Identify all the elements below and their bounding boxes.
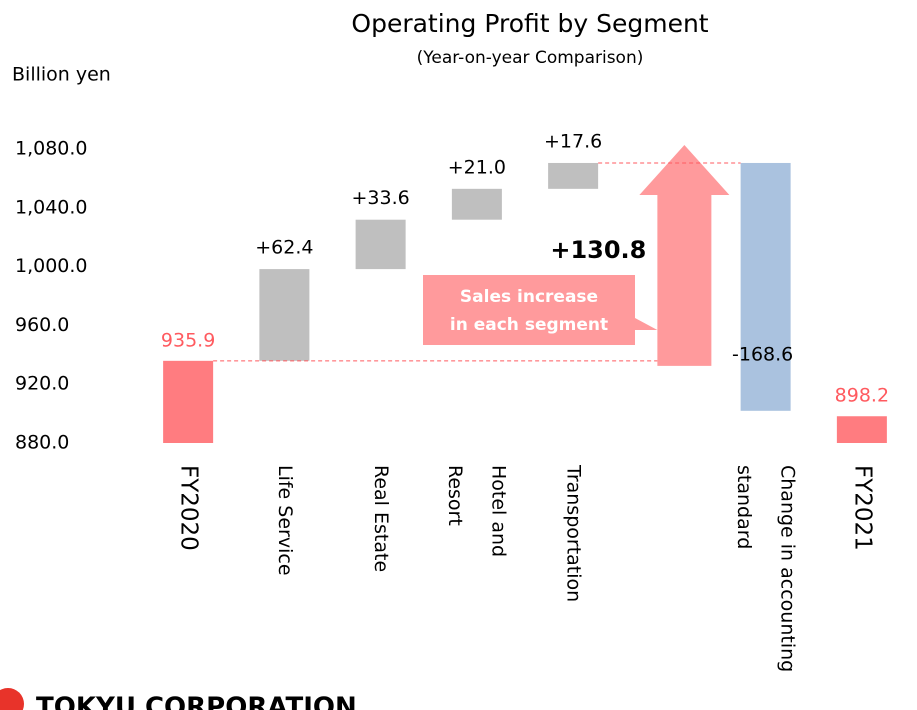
callout-box (423, 275, 658, 345)
callout-text: in each segment (450, 315, 608, 335)
bar (259, 269, 310, 361)
x-tick-label-line: Change in accounting (777, 465, 799, 672)
value-label: 935.9 (161, 329, 215, 351)
chart-title: Operating Profit by Segment (351, 9, 708, 38)
value-label: 898.2 (835, 385, 889, 407)
bar (740, 162, 791, 411)
x-tick-label: Life Service (274, 465, 296, 576)
value-label: -168.6 (732, 343, 793, 365)
bar (836, 416, 887, 443)
y-tick-label: 1,080.0 (15, 138, 88, 160)
value-label: +21.0 (448, 156, 506, 178)
bar (451, 188, 502, 220)
y-axis-label: Billion yen (12, 64, 111, 86)
x-tick-label-line: Hotel and (488, 465, 510, 557)
x-tick-label: Hotel and Resort (445, 465, 511, 557)
total-increase-label: +130.8 (550, 236, 646, 264)
value-label: +17.6 (544, 130, 602, 152)
value-label: +33.6 (352, 187, 410, 209)
logo-mark (0, 688, 24, 710)
bar (355, 219, 406, 270)
y-tick-label: 960.0 (15, 314, 69, 336)
callout-text: Sales increase (460, 287, 598, 307)
x-tick-label: Change in accounting standard (733, 465, 799, 672)
x-tick-label-line: standard (733, 465, 755, 549)
x-tick-label: Real Estate (370, 465, 392, 572)
x-tick-label: Transportation (563, 464, 585, 602)
y-tick-label: 920.0 (15, 373, 69, 395)
value-label: +62.4 (255, 237, 313, 259)
x-tick-label-line: Resort (445, 465, 467, 526)
increase-arrow (639, 144, 730, 366)
y-tick-label: 1,000.0 (15, 255, 88, 277)
logo: TOKYU CORPORATION (0, 688, 357, 710)
y-tick-label: 1,040.0 (15, 196, 88, 218)
y-tick-label: 880.0 (15, 432, 69, 454)
bar (548, 162, 599, 189)
chart-subtitle: (Year-on-year Comparison) (417, 48, 644, 68)
bar (163, 360, 214, 443)
logo-text: TOKYU CORPORATION (36, 693, 357, 710)
x-tick-label: FY2020 (176, 465, 202, 551)
x-tick-label: FY2021 (849, 465, 875, 551)
